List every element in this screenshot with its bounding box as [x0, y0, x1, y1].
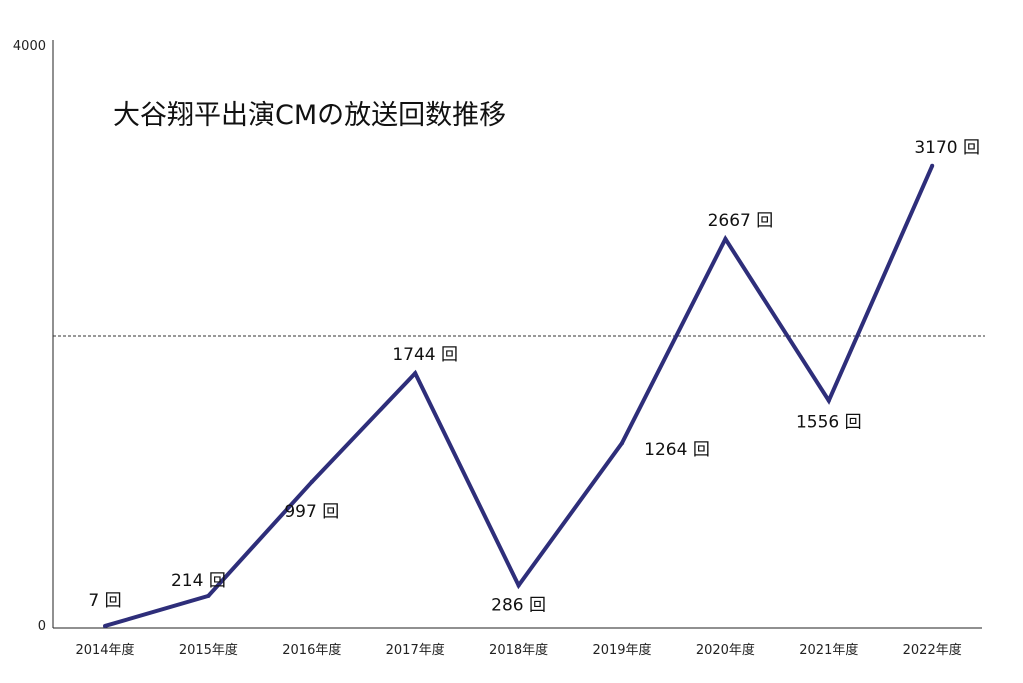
- data-label: 1556 回: [796, 413, 862, 433]
- data-label: 1744 回: [392, 345, 458, 365]
- x-tick-label: 2016年度: [282, 642, 341, 658]
- x-tick-label: 2018年度: [489, 642, 548, 658]
- y-tick-label-max: 4000: [13, 39, 46, 54]
- data-point-3: [413, 371, 418, 376]
- x-tick-label: 2019年度: [592, 642, 651, 658]
- data-point-5: [620, 441, 624, 446]
- data-label: 1264 回: [644, 440, 710, 460]
- data-point-8: [930, 163, 935, 168]
- series-line: [104, 164, 935, 628]
- data-label: 7 回: [88, 591, 121, 611]
- data-point-1: [206, 593, 211, 598]
- data-point-2: [309, 479, 314, 484]
- data-label: 3170 回: [914, 138, 980, 158]
- data-label: 286 回: [491, 595, 546, 615]
- data-point-7: [826, 398, 831, 403]
- chart-title: 大谷翔平出演CMの放送回数推移: [113, 100, 506, 131]
- x-tick-label: 2020年度: [696, 642, 755, 658]
- x-tick-label: 2014年度: [75, 642, 134, 658]
- x-tick-label: 2022年度: [903, 642, 962, 658]
- data-point-0: [103, 623, 107, 628]
- x-tick-labels: 2014年度 2015年度 2016年度 2017年度 2018年度 2019年度 2020…: [75, 642, 961, 658]
- y-tick-label-min: 0: [38, 619, 46, 634]
- data-label: 2667 回: [708, 211, 774, 231]
- x-tick-label: 2017年度: [386, 642, 445, 658]
- data-label: 214 回: [171, 571, 226, 591]
- x-tick-label: 2015年度: [179, 642, 238, 658]
- data-label: 997 回: [284, 502, 339, 522]
- data-point-4: [516, 583, 521, 588]
- x-tick-label: 2021年度: [799, 642, 858, 658]
- data-point-6: [723, 236, 728, 241]
- data-labels: 7 回 214 回 997 回 1744 回 286 回 1264 回 2667 回 1556…: [88, 138, 980, 616]
